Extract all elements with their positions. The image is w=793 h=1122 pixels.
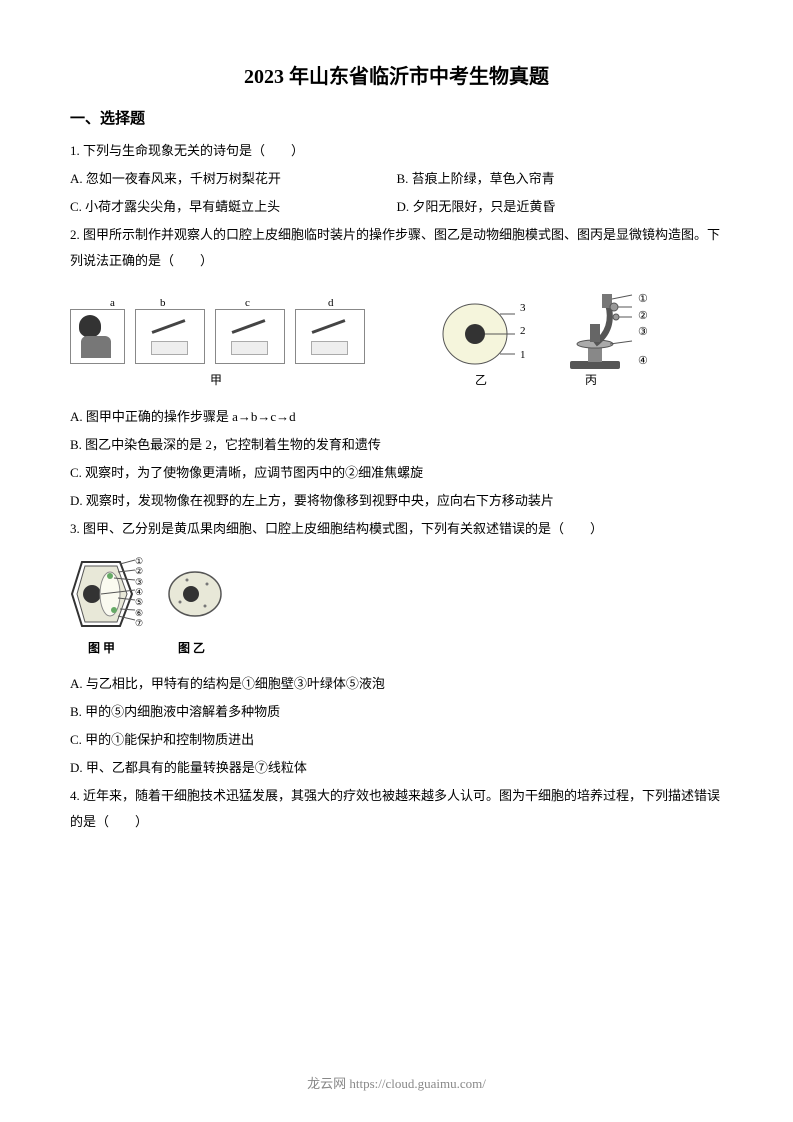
q2-mic-n2: ② bbox=[638, 308, 648, 325]
q2-mic-labels: ① ② ③ ④ bbox=[638, 291, 648, 369]
q3-n3: ③ bbox=[135, 577, 143, 587]
q2-optA: A. 图甲中正确的操作步骤是 a→b→c→d bbox=[70, 404, 723, 430]
q2-mic-n1: ① bbox=[638, 291, 648, 308]
q2-fig-c-icon bbox=[215, 309, 285, 364]
q2-fig-b-icon bbox=[135, 309, 205, 364]
q2-optB: B. 图乙中染色最深的是 2，它控制着生物的发育和遗传 bbox=[70, 432, 723, 458]
page-title: 2023 年山东省临沂市中考生物真题 bbox=[70, 60, 723, 89]
section-header: 一、选择题 bbox=[70, 107, 723, 128]
q1-optA: A. 忽如一夜春风来，千树万树梨花开 bbox=[70, 166, 397, 192]
q2-cell-n1: 1 bbox=[520, 348, 526, 363]
q2-cell-n3: 3 bbox=[520, 301, 526, 316]
q1-optB: B. 苔痕上阶绿，草色入帘青 bbox=[397, 166, 724, 192]
q3-yi-label: 图 乙 bbox=[178, 639, 205, 656]
q3-optA: A. 与乙相比，甲特有的结构是①细胞壁③叶绿体⑤液泡 bbox=[70, 671, 723, 697]
q3-n1: ① bbox=[135, 556, 143, 566]
q2-fig-d-icon bbox=[295, 309, 365, 364]
q2-microscope-icon bbox=[560, 289, 635, 374]
q2-fig-a-icon bbox=[70, 309, 125, 364]
q2-optC: C. 观察时，为了使物像更清晰，应调节图丙中的②细准焦螺旋 bbox=[70, 460, 723, 486]
q1-stem: 1. 下列与生命现象无关的诗句是（ ） bbox=[70, 138, 723, 164]
q4-stem: 4. 近年来，随着干细胞技术迅猛发展，其强大的疗效也被越来越多人认可。图为干细胞… bbox=[70, 783, 723, 835]
q2-yi-label: 乙 bbox=[475, 371, 487, 388]
q1-options-row1: A. 忽如一夜春风来，千树万树梨花开 B. 苔痕上阶绿，草色入帘青 bbox=[70, 166, 723, 192]
q2-cell-n2: 2 bbox=[520, 324, 526, 339]
q2-jia-label: 甲 bbox=[210, 371, 222, 388]
q2-mic-n4: ④ bbox=[638, 353, 648, 370]
q3-jia-label: 图 甲 bbox=[88, 639, 115, 656]
q1-options-row2: C. 小荷才露尖尖角，早有蜻蜓立上头 D. 夕阳无限好，只是近黄昏 bbox=[70, 194, 723, 220]
q1-optD: D. 夕阳无限好，只是近黄昏 bbox=[397, 194, 724, 220]
q3-stem: 3. 图甲、乙分别是黄瓜果肉细胞、口腔上皮细胞结构模式图，下列有关叙述错误的是（… bbox=[70, 516, 723, 542]
q2-fig-d-label: d bbox=[328, 297, 334, 309]
q2-cell-diagram-icon bbox=[440, 299, 515, 369]
q2-fig-c-label: c bbox=[245, 297, 250, 309]
q2-fig-b-label: b bbox=[160, 297, 166, 309]
q2-mic-n3: ③ bbox=[638, 324, 648, 341]
q3-cell-yi-icon bbox=[165, 564, 225, 629]
q1-optC: C. 小荷才露尖尖角，早有蜻蜓立上头 bbox=[70, 194, 397, 220]
q2-fig-a-label: a bbox=[110, 297, 115, 309]
footer-text: 龙云网 https://cloud.guaimu.com/ bbox=[0, 1073, 793, 1092]
q3-n7: ⑦ bbox=[135, 618, 143, 628]
q3-optD: D. 甲、乙都具有的能量转换器是⑦线粒体 bbox=[70, 755, 723, 781]
q3-n4: ④ bbox=[135, 587, 143, 597]
q2-cell-labels: 3 2 1 bbox=[520, 301, 526, 363]
q2-stem: 2. 图甲所示制作并观察人的口腔上皮细胞临时装片的操作步骤、图乙是动物细胞模式图… bbox=[70, 222, 723, 274]
q2-optD: D. 观察时，发现物像在视野的左上方，要将物像移到视野中央，应向右下方移动装片 bbox=[70, 488, 723, 514]
q3-optC: C. 甲的①能保护和控制物质进出 bbox=[70, 727, 723, 753]
q3-n2: ② bbox=[135, 566, 143, 576]
q3-n6: ⑥ bbox=[135, 608, 143, 618]
q2-figure: a b c d 甲 3 2 1 乙 bbox=[70, 289, 723, 389]
q2-bing-label: 丙 bbox=[585, 371, 597, 388]
q3-optB: B. 甲的⑤内细胞液中溶解着多种物质 bbox=[70, 699, 723, 725]
q3-n5: ⑤ bbox=[135, 597, 143, 607]
q3-figure: ① ② ③ ④ ⑤ ⑥ ⑦ 图 甲 图 乙 bbox=[70, 554, 723, 659]
q3-num-labels: ① ② ③ ④ ⑤ ⑥ ⑦ bbox=[135, 556, 143, 628]
q3-cell-jia-icon bbox=[70, 554, 145, 641]
